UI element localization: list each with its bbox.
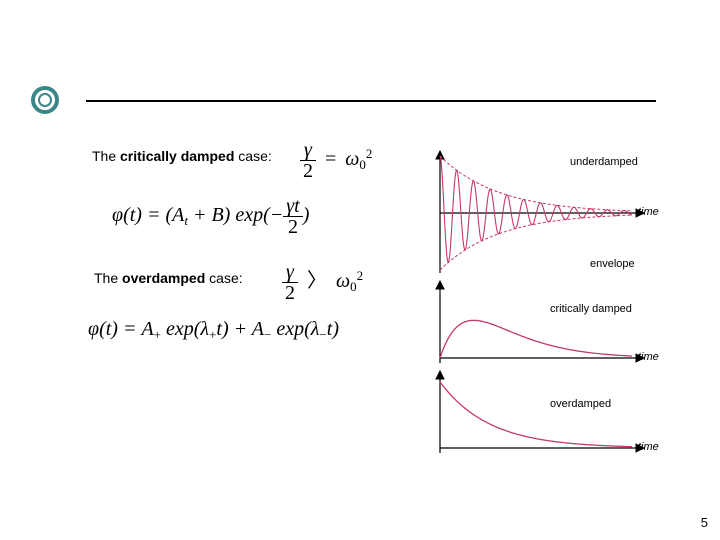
title-rule — [86, 100, 656, 102]
overdamped-condition: γ2 〉 ω02 — [282, 262, 363, 303]
graph-label: underdamped — [570, 156, 638, 168]
critically-damped-condition: γ2 = ω02 — [300, 140, 372, 181]
critically-damped-label: The critically damped case: — [92, 148, 272, 164]
graph-label: critically damped — [550, 303, 632, 315]
page-number: 5 — [701, 515, 708, 530]
graph-label: time — [638, 351, 659, 363]
graph-label: envelope — [590, 258, 635, 270]
graph-label: time — [638, 206, 659, 218]
graph-label: time — [638, 441, 659, 453]
overdamped-label: The overdamped case: — [94, 270, 243, 286]
overdamped-solution: φ(t) = A+ exp(λ+t) + A− exp(λ−t) — [88, 318, 339, 343]
critically-damped-solution: φ(t) = (At + B) exp(−γt2) — [112, 196, 309, 237]
graph-label: overdamped — [550, 398, 611, 410]
